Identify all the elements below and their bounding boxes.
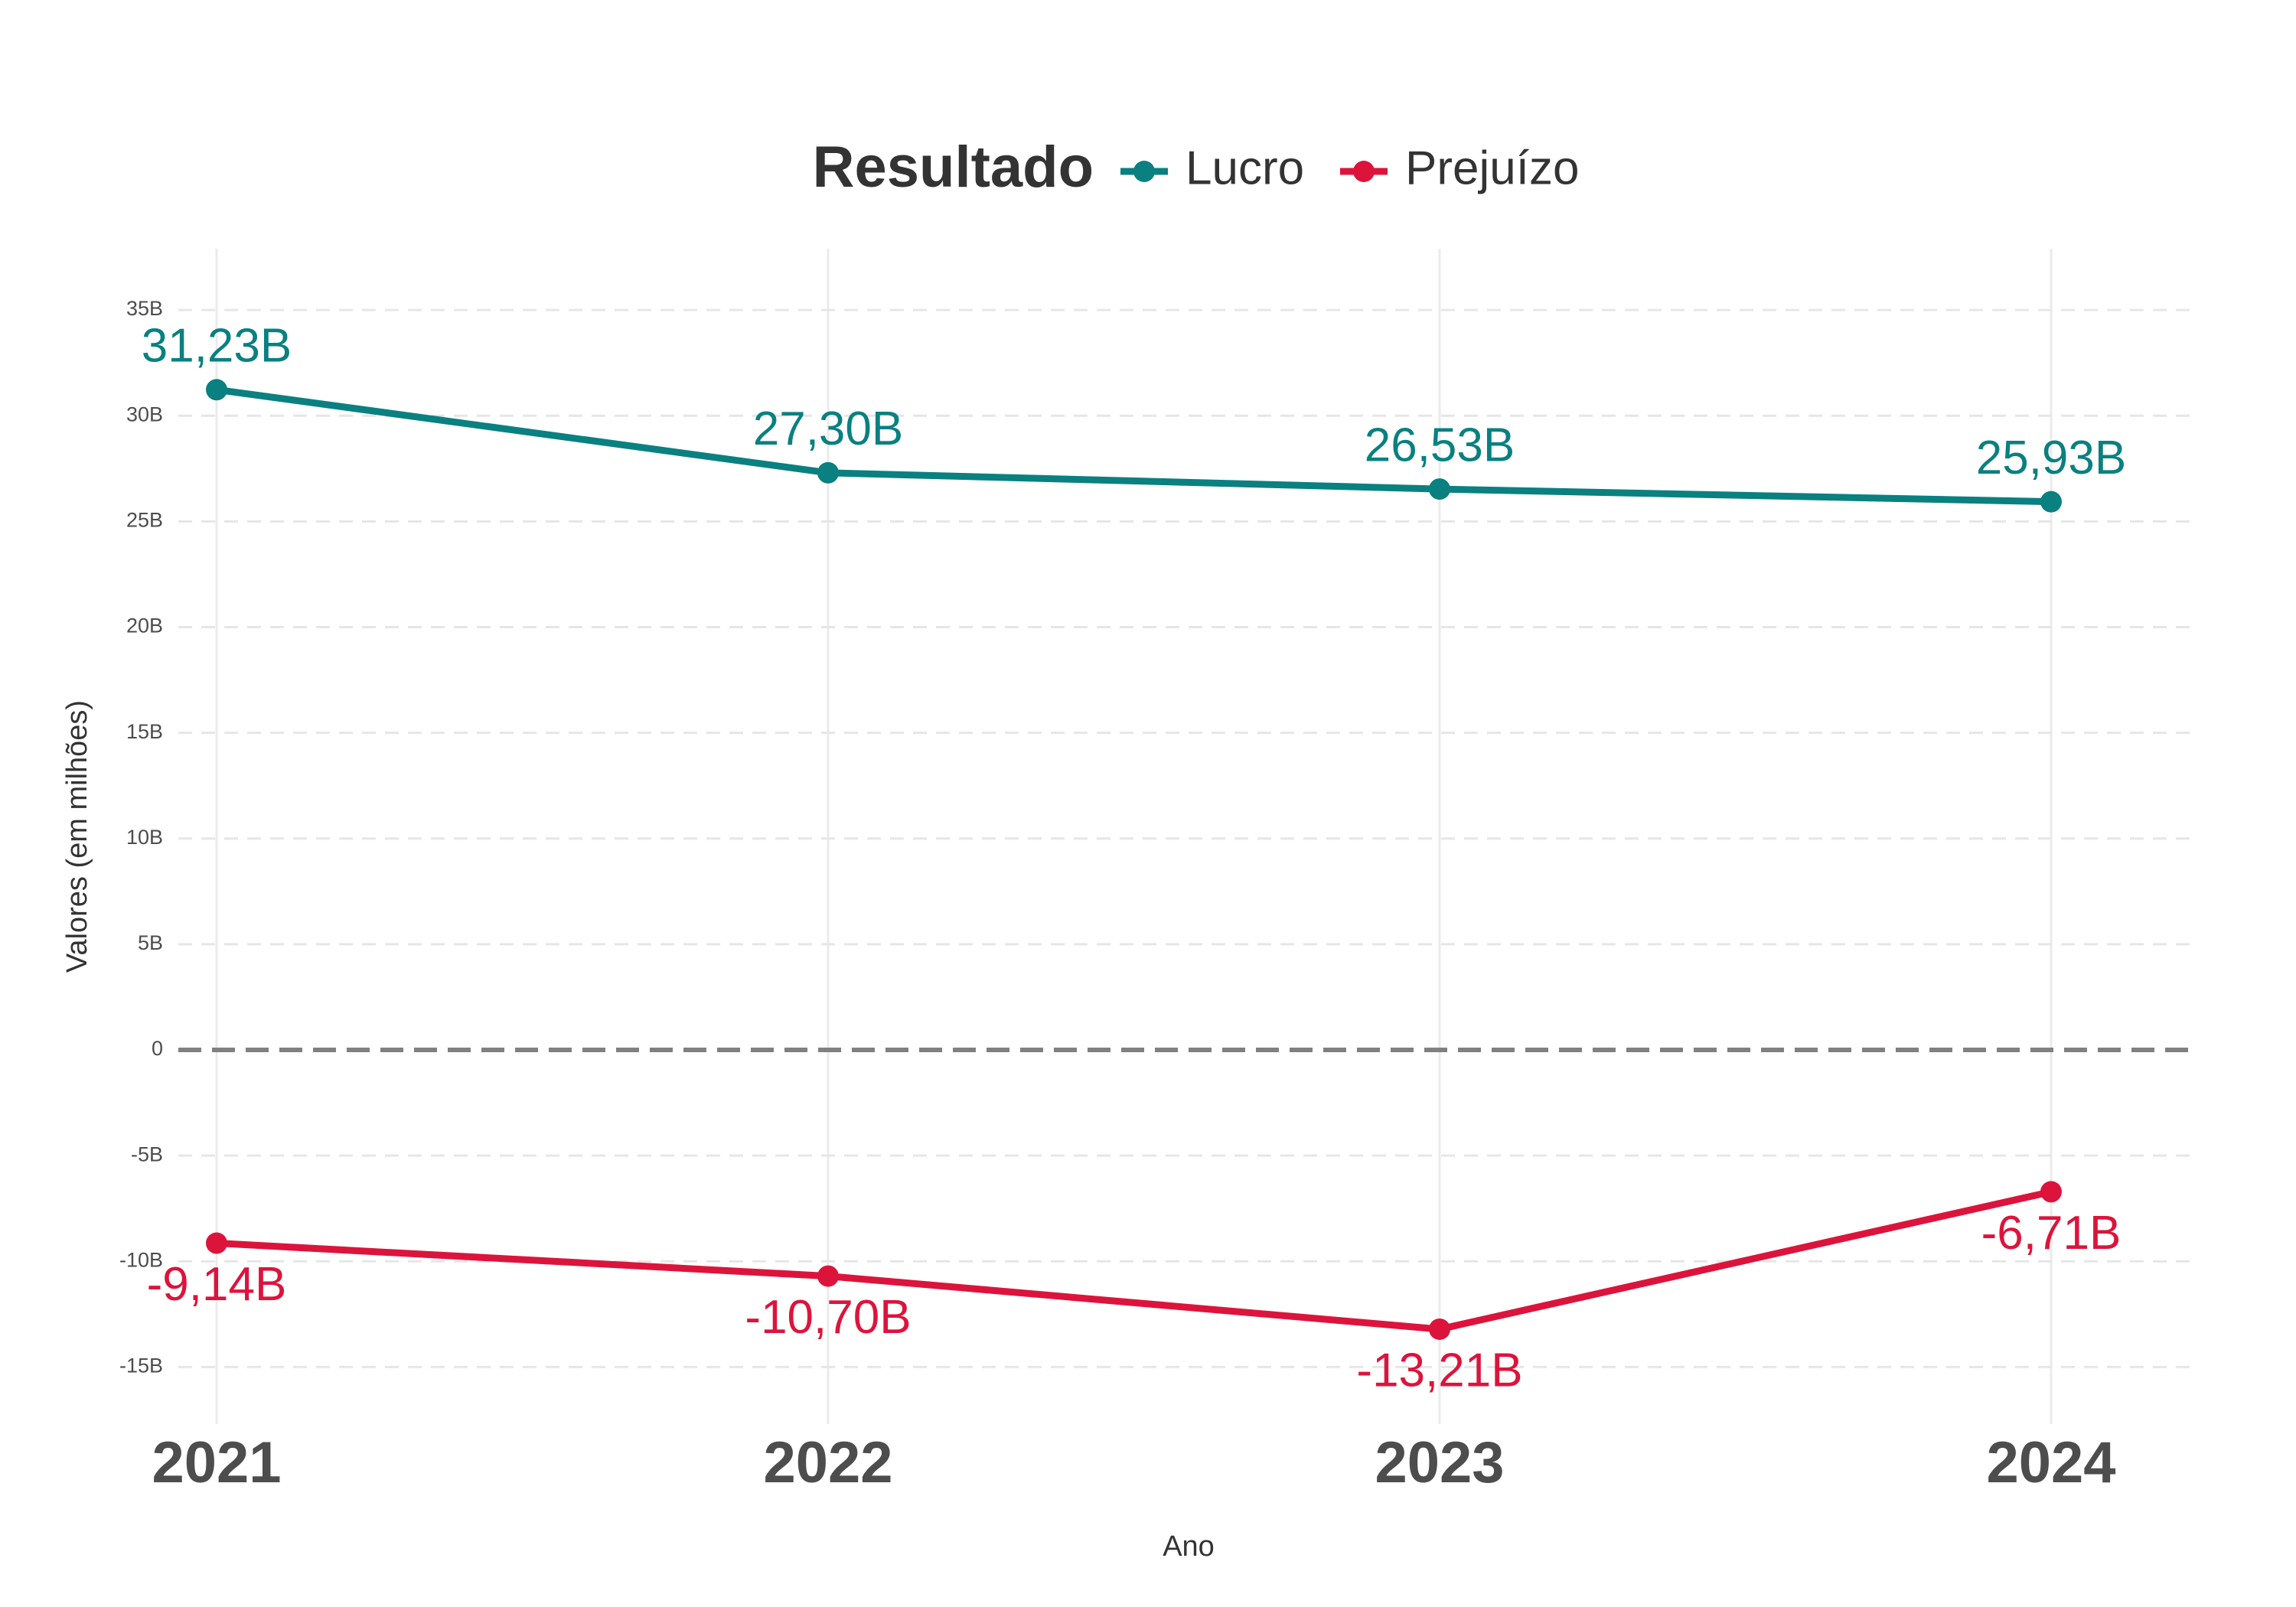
x-tick-label: 2021	[152, 1430, 281, 1495]
legend-label: Lucro	[1186, 142, 1304, 194]
point	[817, 461, 839, 484]
point	[817, 1265, 839, 1287]
x-axis-title: Ano	[1163, 1530, 1215, 1563]
y-tick-label: 35B	[126, 297, 163, 320]
x-tick-label: 2023	[1375, 1430, 1504, 1495]
y-tick-label: -10B	[119, 1248, 163, 1271]
data-label: -6,71B	[1981, 1207, 2122, 1260]
y-tick-label: 25B	[126, 508, 163, 531]
y-tick-label: 10B	[126, 826, 163, 849]
data-label: -13,21B	[1356, 1344, 1522, 1397]
point	[206, 1232, 227, 1254]
y-axis-title: Valores (em milhões)	[61, 700, 93, 973]
data-label: 26,53B	[1365, 419, 1515, 471]
y-tick-label: 30B	[126, 403, 163, 425]
point	[2040, 1181, 2062, 1203]
data-label: -10,70B	[745, 1291, 911, 1344]
y-tick-label: 5B	[138, 931, 163, 954]
data-label: 25,93B	[1976, 432, 2127, 484]
point	[2040, 491, 2062, 513]
y-tick-label: 0	[152, 1037, 163, 1060]
data-label: 31,23B	[142, 320, 292, 373]
y-tick-label: 20B	[126, 614, 163, 637]
y-tick-label: -5B	[131, 1143, 163, 1165]
x-tick-label: 2024	[1986, 1430, 2115, 1495]
legend-label: Prejuízo	[1405, 142, 1579, 194]
legend-key-point	[1353, 161, 1375, 182]
legend-key-point	[1133, 161, 1155, 182]
y-tick-label: 15B	[126, 720, 163, 743]
point	[206, 379, 227, 401]
data-label: -9,14B	[147, 1258, 287, 1311]
x-tick-label: 2022	[763, 1430, 892, 1495]
data-label: 27,30B	[753, 403, 904, 455]
line	[216, 386, 2052, 506]
point	[1429, 478, 1450, 500]
point	[1429, 1318, 1450, 1340]
y-tick-label: -15B	[119, 1354, 163, 1377]
line	[216, 1188, 2052, 1333]
legend-title: Resultado	[813, 135, 1094, 200]
